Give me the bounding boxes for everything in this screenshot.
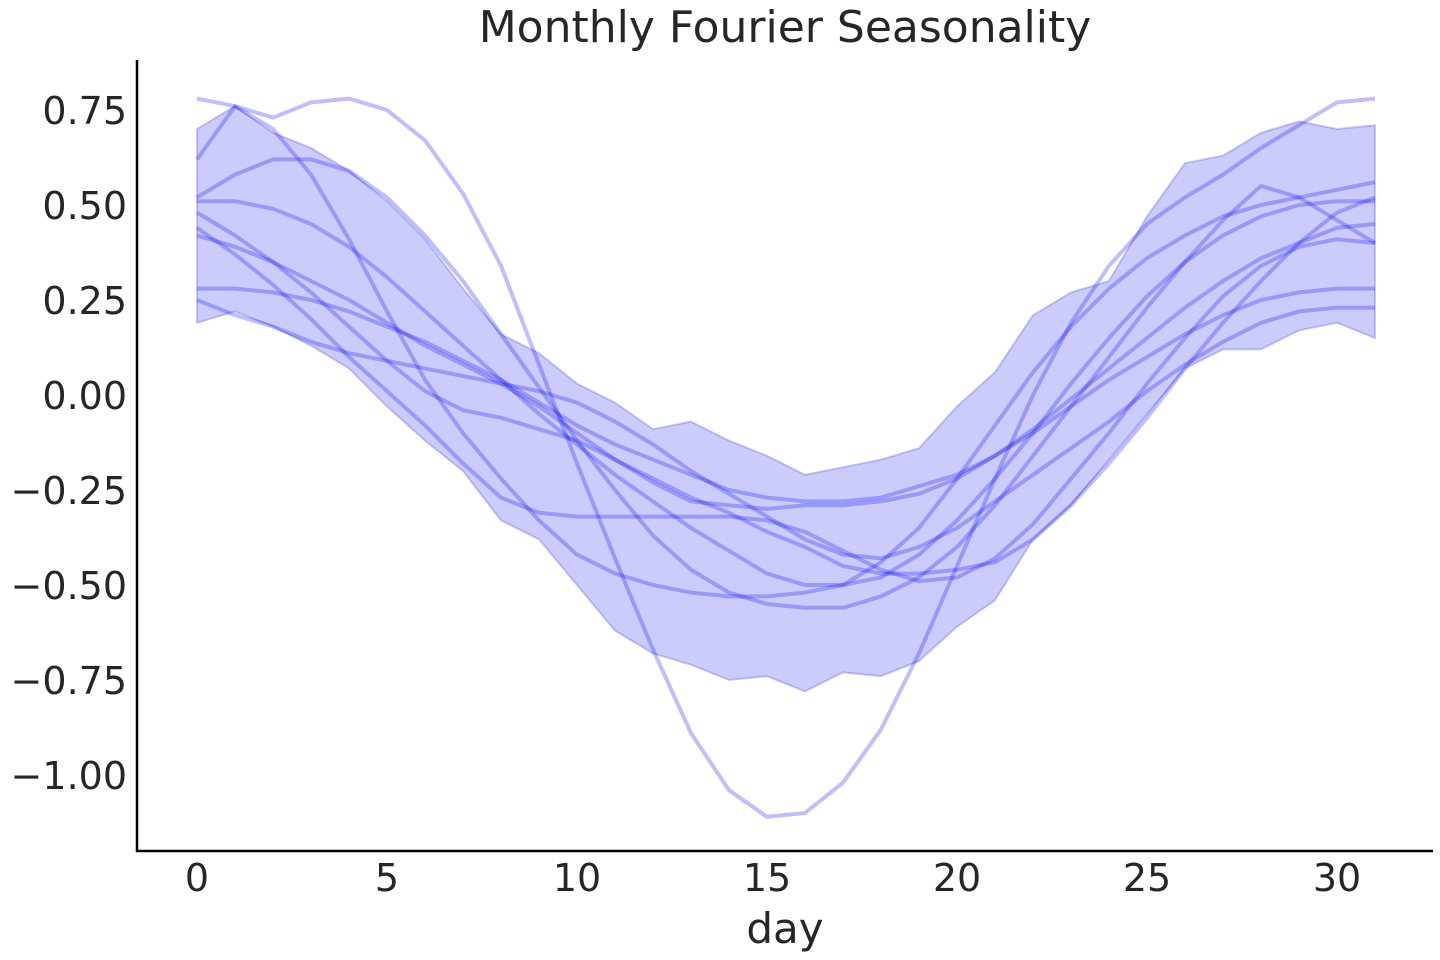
x-tick-label: 25 xyxy=(1123,856,1171,900)
x-tick-label: 0 xyxy=(185,856,209,900)
y-tick-label: −0.75 xyxy=(11,659,127,703)
chart-title: Monthly Fourier Seasonality xyxy=(479,2,1092,53)
y-tick-label: −0.25 xyxy=(11,469,127,513)
series-line-3 xyxy=(195,157,1377,610)
y-tick-label: 0.25 xyxy=(42,279,127,323)
credible-band-layer xyxy=(196,105,1376,693)
x-tick-label: 5 xyxy=(375,856,399,900)
x-tick-label: 30 xyxy=(1313,856,1361,900)
series-line-9 xyxy=(196,298,1375,561)
y-tick-label: 0.00 xyxy=(42,374,127,418)
series-line-4 xyxy=(197,199,1375,587)
series-line-8 xyxy=(197,286,1375,504)
x-tick-label: 15 xyxy=(743,856,791,900)
y-tick-labels: 0.75 0.50 0.25 0.00 −0.25 −0.50 −0.75 −1.00 xyxy=(11,89,127,798)
series-line-6 xyxy=(195,226,1376,584)
series-line-5 xyxy=(195,195,1376,576)
y-tick-label: −0.50 xyxy=(11,564,127,608)
y-tick-label: 0.50 xyxy=(42,184,127,228)
credible-band xyxy=(196,105,1376,693)
sample-lines-layer xyxy=(195,96,1377,819)
y-tick-label: −1.00 xyxy=(11,754,127,798)
x-tick-label: 10 xyxy=(553,856,601,900)
x-tick-label: 20 xyxy=(933,856,981,900)
series-line-1 xyxy=(196,96,1376,819)
y-tick-label: 0.75 xyxy=(42,89,127,133)
series-line-2 xyxy=(195,104,1376,599)
x-axis-label: day xyxy=(746,904,823,953)
x-tick-labels: 0 5 10 15 20 25 30 xyxy=(185,856,1361,900)
series-line-7 xyxy=(196,222,1376,511)
